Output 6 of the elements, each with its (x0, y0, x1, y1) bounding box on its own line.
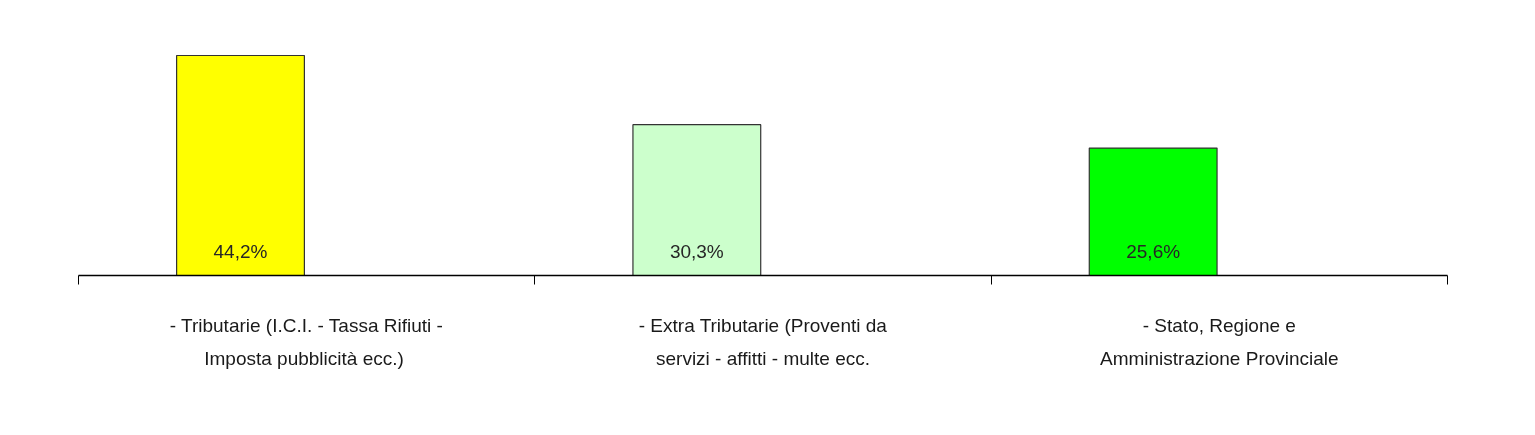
x-tick-label: - Tributarie (I.C.I. - Tassa Rifiuti - Imposta pubblicità ecc.) (169, 314, 443, 370)
data-label: 25,6% (1126, 240, 1181, 262)
x-tick-label: - Stato, Regione e Amministrazione Provinciale (1100, 314, 1339, 370)
x-tick-label: - Extra Tributarie (Proventi da servizi - affitti - multe ecc. (638, 314, 888, 370)
data-label: 30,3% (669, 240, 724, 262)
data-label: 44,2% (213, 240, 268, 262)
